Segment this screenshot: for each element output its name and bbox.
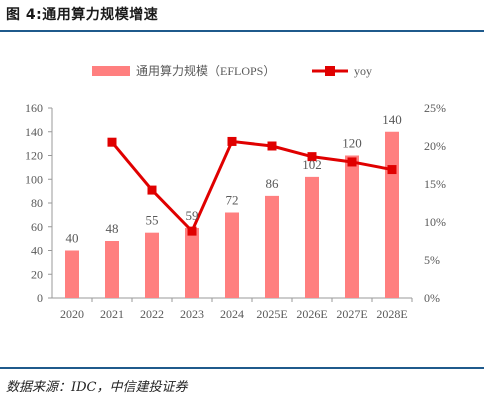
x-tick-label: 2028E <box>376 307 407 321</box>
bar-data-label: 120 <box>342 136 362 151</box>
y-right-tick-label: 25% <box>424 101 446 115</box>
source-note: 数据来源：IDC，中信建投证券 <box>6 380 188 395</box>
legend: 通用算力规模（EFLOPS） yoy <box>92 63 372 78</box>
top-rule <box>0 30 484 32</box>
y-right-tick-label: 5% <box>424 253 440 267</box>
chart: 通用算力规模（EFLOPS） yoy 0 20 40 60 80 100 120 140 160… <box>25 63 446 321</box>
legend-label-bar: 通用算力规模（EFLOPS） <box>136 63 275 78</box>
yoy-line <box>110 139 393 233</box>
y-right-tick-label: 20% <box>424 139 446 153</box>
bar <box>225 212 239 298</box>
bar-data-label: 140 <box>382 112 402 127</box>
y-left-tick-label: 100 <box>25 172 43 186</box>
x-tick-label: 2022 <box>140 307 164 321</box>
x-tick-label: 2026E <box>296 307 327 321</box>
figure-title: 图 4:通用算力规模增速 <box>6 7 159 23</box>
bar <box>105 241 119 298</box>
bar <box>65 250 79 298</box>
yoy-marker <box>107 137 117 147</box>
y-left-tick-label: 120 <box>25 149 43 163</box>
bar <box>305 176 319 298</box>
bar-data-label: 40 <box>66 231 79 246</box>
y-right-tick-label: 10% <box>424 215 446 229</box>
legend-swatch-marker <box>325 66 335 76</box>
x-tick-label: 2024 <box>220 307 244 321</box>
x-tick-label: 2021 <box>100 307 124 321</box>
legend-label-line: yoy <box>354 64 372 78</box>
y-left-tick-label: 0 <box>37 291 43 305</box>
x-tick-label: 2020 <box>60 307 84 321</box>
x-tick-label: 2023 <box>180 307 204 321</box>
yoy-marker <box>347 157 357 167</box>
yoy-marker <box>227 136 237 146</box>
bar-data-label: 102 <box>302 157 322 172</box>
yoy-marker <box>187 226 197 236</box>
bar <box>145 232 159 298</box>
bar-data-label: 86 <box>266 176 280 191</box>
bar-data-label: 55 <box>146 213 159 228</box>
yoy-marker <box>267 141 277 151</box>
x-tick-label: 2027E <box>336 307 367 321</box>
bar-data-label: 48 <box>106 221 119 236</box>
y-right-tick-label: 0% <box>424 291 440 305</box>
y-left-tick-label: 60 <box>31 220 43 234</box>
bottom-rule <box>0 367 484 369</box>
bar-data-label: 72 <box>226 193 239 208</box>
y-right-tick-label: 15% <box>424 177 446 191</box>
bar <box>265 195 279 298</box>
y-left-tick-label: 140 <box>25 125 43 139</box>
bar <box>385 131 399 298</box>
bar <box>345 155 359 298</box>
plot-area: 0 20 40 60 80 100 120 140 160 0% 5% 10% 15% 20% 25% 202… <box>25 101 446 321</box>
x-tick-label: 2025E <box>256 307 287 321</box>
bar-data-label: 59 <box>186 208 199 223</box>
y-left-tick-label: 20 <box>31 267 43 281</box>
y-left-tick-label: 80 <box>31 196 43 210</box>
bar <box>185 227 199 298</box>
y-left-tick-label: 40 <box>31 244 43 258</box>
yoy-marker <box>307 152 317 162</box>
y-left-tick-label: 160 <box>25 101 43 115</box>
yoy-marker <box>387 165 397 175</box>
legend-swatch-bar <box>92 66 130 76</box>
yoy-marker <box>147 185 157 195</box>
